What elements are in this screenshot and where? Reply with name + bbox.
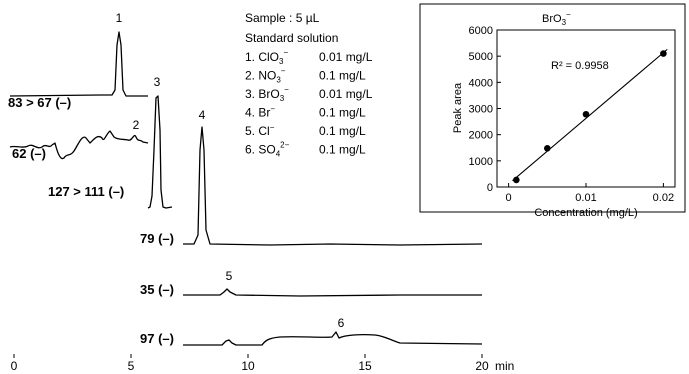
peak-label-2: 2 [133,118,140,132]
time-tick-label: 5 [128,359,135,373]
trace-label-97: 97 (–) [140,331,174,346]
inset-y-tick-label: 2000 [469,130,493,142]
time-axis: 0 5 10 15 20 min [11,354,514,373]
peak-list-concentration: 0.1 mg/L [319,106,366,120]
trace-label-127-111: 127 > 111 (–) [48,184,124,199]
inset-y-tick-label: 5000 [469,51,493,63]
trace-83-67 [9,31,148,97]
peak-list-concentration: 0.1 mg/L [319,124,366,138]
trace-label-83-67: 83 > 67 (–) [8,95,71,110]
peak-label-5: 5 [226,269,233,283]
peak-list-concentration: 0.1 mg/L [319,69,366,83]
time-tick-label: 15 [358,359,372,373]
inset-y-tick-label: 1000 [469,156,493,168]
inset-data-point [582,110,590,118]
inset-y-tick-label: 4000 [469,77,493,89]
inset-x-tick-label: 0.02 [653,192,674,204]
inset-fit-line [512,48,668,182]
peak-list-concentration: 0.1 mg/L [319,143,366,157]
peak-label-3: 3 [154,75,161,89]
peak-label-4: 4 [199,108,206,122]
inset-x-tick-label: 0 [506,192,512,204]
peak-list: 1. ClO3− 0.01 mg/L 2. NO3− 0.1 mg/L 3. BrO3−… [245,48,373,159]
calibration-inset: BrO3− Peak area Concentration (mg/L) R² … [419,3,686,219]
inset-data-point [513,176,520,184]
sample-title: Sample : 5 µL [245,11,320,25]
peak-list-ion: 4. Br− [245,105,275,120]
inset-x-tick-label: 0.01 [575,192,596,204]
trace-label-79: 79 (–) [140,231,174,246]
peak-list-ion: 1. ClO3− [245,48,288,66]
inset-frame [419,3,686,213]
chromatogram-panel: 83 > 67 (–) 62 (–) 127 > 111 (–) 79 (–) … [8,11,514,373]
time-tick-label: 10 [241,359,255,373]
peak-list-ion: 3. BrO3− [245,85,289,103]
peak-label-1: 1 [116,11,123,25]
solution-title: Standard solution [245,31,338,45]
time-axis-label: min [495,359,514,373]
trace-97 [183,331,483,346]
inset-y-axis-label: Peak area [452,82,464,133]
inset-y-tick-label: 3000 [469,104,493,116]
trace-79 [183,126,483,246]
r-squared-label: R² = 0.9958 [551,60,609,72]
trace-label-35: 35 (–) [140,282,174,297]
peak-list-ion: 6. SO42− [245,141,290,159]
inset-marks: 0 1000 2000 3000 4000 5000 6000 0 0.01 0.02 [469,25,675,204]
inset-x-axis-label: Concentration (mg/L) [534,207,637,219]
trace-62 [9,130,149,160]
time-tick-label: 20 [475,359,489,373]
trace-35 [183,288,482,297]
peak-label-6: 6 [338,316,345,330]
inset-data-point [660,50,667,57]
peak-list-concentration: 0.01 mg/L [319,50,373,64]
inset-y-tick-label: 6000 [469,25,493,37]
inset-y-tick-label: 0 [487,182,493,194]
time-tick-label: 0 [11,359,18,373]
peak-list-concentration: 0.01 mg/L [319,87,373,101]
peak-list-ion: 5. Cl− [245,123,275,138]
peak-list-ion: 2. NO3− [245,67,286,85]
trace-label-62: 62 (–) [12,146,46,161]
trace-127-111 [147,95,173,209]
inset-data-point [544,144,551,152]
peak-legend: Sample : 5 µL Standard solution 1. ClO3−… [245,11,373,159]
inset-title: BrO3− [542,10,571,27]
